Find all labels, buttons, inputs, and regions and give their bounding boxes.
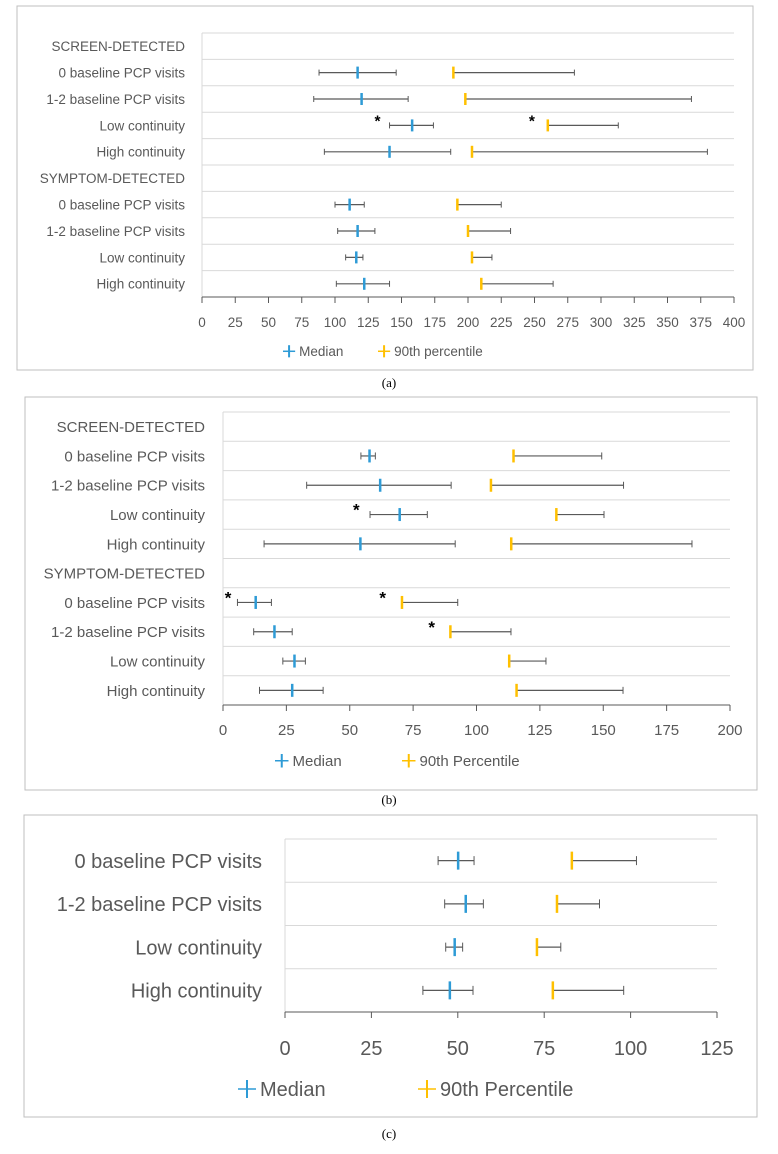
- chart-c-x-tick-label: 75: [533, 1038, 555, 1060]
- chart-c-x-tick-label: 0: [279, 1038, 290, 1060]
- chart-b-category-label: 0 baseline PCP visits: [64, 448, 205, 465]
- chart-b-legend-label: 90th Percentile: [420, 753, 520, 770]
- chart-b-x-tick-label: 125: [527, 722, 552, 739]
- chart-a-x-tick-label: 375: [689, 315, 712, 330]
- chart-a-x-tick-label: 100: [324, 315, 347, 330]
- chart-b-category-label: 1-2 baseline PCP visits: [51, 478, 205, 495]
- chart-a-x-tick-label: 275: [556, 315, 579, 330]
- chart-c-x-tick-label: 50: [447, 1038, 469, 1060]
- chart-b-x-tick-label: 25: [278, 722, 295, 739]
- chart-b-x-tick-label: 100: [464, 722, 489, 739]
- chart-b-frame: [24, 396, 758, 791]
- chart-a-x-tick-label: 350: [656, 315, 679, 330]
- chart-b-x-tick-label: 200: [717, 722, 742, 739]
- chart-b-significance-asterisk: *: [353, 501, 360, 520]
- chart-c-category-label: Low continuity: [135, 937, 262, 959]
- chart-a-x-tick-label: 200: [457, 315, 480, 330]
- chart-c-x-tick-label: 25: [360, 1038, 382, 1060]
- chart-b-category-label: Low continuity: [110, 507, 206, 524]
- chart-c-caption: (c): [382, 1126, 396, 1141]
- chart-b-x-tick-label: 75: [405, 722, 422, 739]
- chart-a-category-label: Low continuity: [99, 118, 185, 133]
- chart-b-category-label: High continuity: [107, 683, 206, 700]
- chart-a-x-tick-label: 400: [723, 315, 746, 330]
- chart-b-category-label: 1-2 baseline PCP visits: [51, 624, 205, 641]
- chart-b-x-tick-label: 0: [219, 722, 227, 739]
- chart-a-x-tick-label: 300: [590, 315, 613, 330]
- chart-a-category-label: 0 baseline PCP visits: [58, 197, 185, 212]
- chart-a-legend-label: 90th percentile: [394, 344, 483, 359]
- chart-c-category-label: 0 baseline PCP visits: [75, 851, 263, 873]
- chart-b-significance-asterisk: *: [428, 618, 435, 637]
- chart-a-significance-asterisk: *: [529, 113, 536, 130]
- chart-b-significance-asterisk: *: [379, 588, 386, 607]
- chart-c-legend-label: 90th Percentile: [440, 1079, 573, 1101]
- chart-b-x-tick-label: 175: [654, 722, 679, 739]
- chart-a-category-label: SYMPTOM-DETECTED: [40, 171, 186, 186]
- chart-a-x-tick-label: 150: [390, 315, 413, 330]
- chart-c-frame: [23, 814, 758, 1118]
- chart-a-x-tick-label: 75: [294, 315, 309, 330]
- chart-b-category-label: SCREEN-DETECTED: [57, 419, 206, 436]
- chart-a-x-tick-label: 325: [623, 315, 646, 330]
- chart-c-x-tick-label: 100: [614, 1038, 647, 1060]
- chart-a-category-label: 0 baseline PCP visits: [58, 65, 185, 80]
- chart-b-legend-label: Median: [293, 753, 342, 770]
- chart-a-x-tick-label: 25: [228, 315, 243, 330]
- chart-a-caption: (a): [382, 375, 396, 390]
- chart-a-x-tick-label: 250: [523, 315, 546, 330]
- chart-a-category-label: 1-2 baseline PCP visits: [46, 224, 185, 239]
- chart-b-significance-asterisk: *: [225, 588, 232, 607]
- chart-b-category-label: Low continuity: [110, 653, 206, 670]
- chart-a-x-tick-label: 225: [490, 315, 513, 330]
- chart-a-x-tick-label: 175: [423, 315, 446, 330]
- chart-a-x-tick-label: 125: [357, 315, 380, 330]
- chart-a-category-label: High continuity: [96, 145, 185, 160]
- chart-b-category-label: High continuity: [107, 536, 206, 553]
- chart-c-category-label: 1-2 baseline PCP visits: [57, 894, 262, 916]
- chart-a-category-label: SCREEN-DETECTED: [51, 39, 185, 54]
- chart-b-category-label: SYMPTOM-DETECTED: [44, 566, 206, 583]
- chart-b-caption: (b): [381, 792, 396, 807]
- chart-a-x-tick-label: 50: [261, 315, 276, 330]
- chart-b-x-tick-label: 150: [591, 722, 616, 739]
- chart-b-category-label: 0 baseline PCP visits: [64, 595, 205, 612]
- chart-a-category-label: Low continuity: [99, 250, 185, 265]
- chart-c-category-label: High continuity: [131, 981, 262, 1003]
- chart-a-frame: [16, 5, 754, 371]
- chart-a-x-tick-label: 0: [198, 315, 206, 330]
- chart-a-significance-asterisk: *: [375, 113, 382, 130]
- chart-b-x-tick-label: 50: [341, 722, 358, 739]
- chart-c-x-tick-label: 125: [700, 1038, 733, 1060]
- chart-a-category-label: High continuity: [96, 277, 185, 292]
- chart-c-legend-label: Median: [260, 1079, 326, 1101]
- chart-a-category-label: 1-2 baseline PCP visits: [46, 92, 185, 107]
- chart-a-legend-label: Median: [299, 344, 343, 359]
